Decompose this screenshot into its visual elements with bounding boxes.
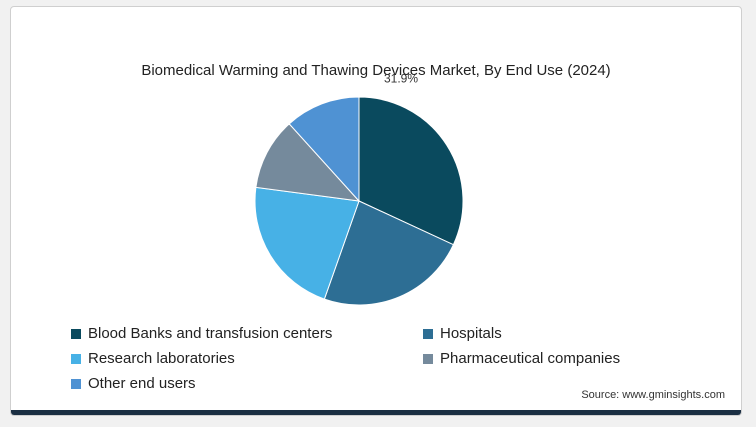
legend-item-pharma: Pharmaceutical companies: [423, 350, 620, 367]
legend-swatch: [71, 378, 81, 389]
legend-item-hospitals: Hospitals: [423, 325, 502, 342]
pie-slice-4: [288, 96, 360, 203]
pie-slice-2: [254, 186, 360, 300]
legend-swatch: [71, 328, 81, 339]
legend-label: Research laboratories: [88, 350, 235, 367]
data-label-0: 31.9%: [384, 72, 418, 86]
legend-item-other: Other end users: [71, 375, 196, 392]
legend-label: Pharmaceutical companies: [440, 350, 621, 367]
source-note: Source: www.gminsights.com: [581, 389, 725, 401]
pie-slice-1: [323, 200, 455, 306]
pie-slice-3: [255, 123, 361, 202]
legend-item-blood-banks: Blood Banks and transfusion centers: [71, 325, 332, 342]
legend-label: Hospitals: [440, 325, 502, 342]
legend-swatch: [423, 328, 433, 339]
legend-swatch: [71, 353, 81, 364]
pie-chart: 31.9%: [254, 72, 464, 306]
legend-item-research-labs: Research laboratories: [71, 350, 235, 367]
legend-swatch: [423, 353, 433, 364]
chart-title: Biomedical Warming and Thawing Devices M…: [141, 62, 611, 79]
pie-slice-0: [358, 96, 464, 246]
bottom-bar: [11, 410, 741, 415]
legend-label: Blood Banks and transfusion centers: [88, 325, 333, 342]
legend-label: Other end users: [88, 375, 196, 392]
chart-card: Biomedical Warming and Thawing Devices M…: [10, 6, 742, 416]
